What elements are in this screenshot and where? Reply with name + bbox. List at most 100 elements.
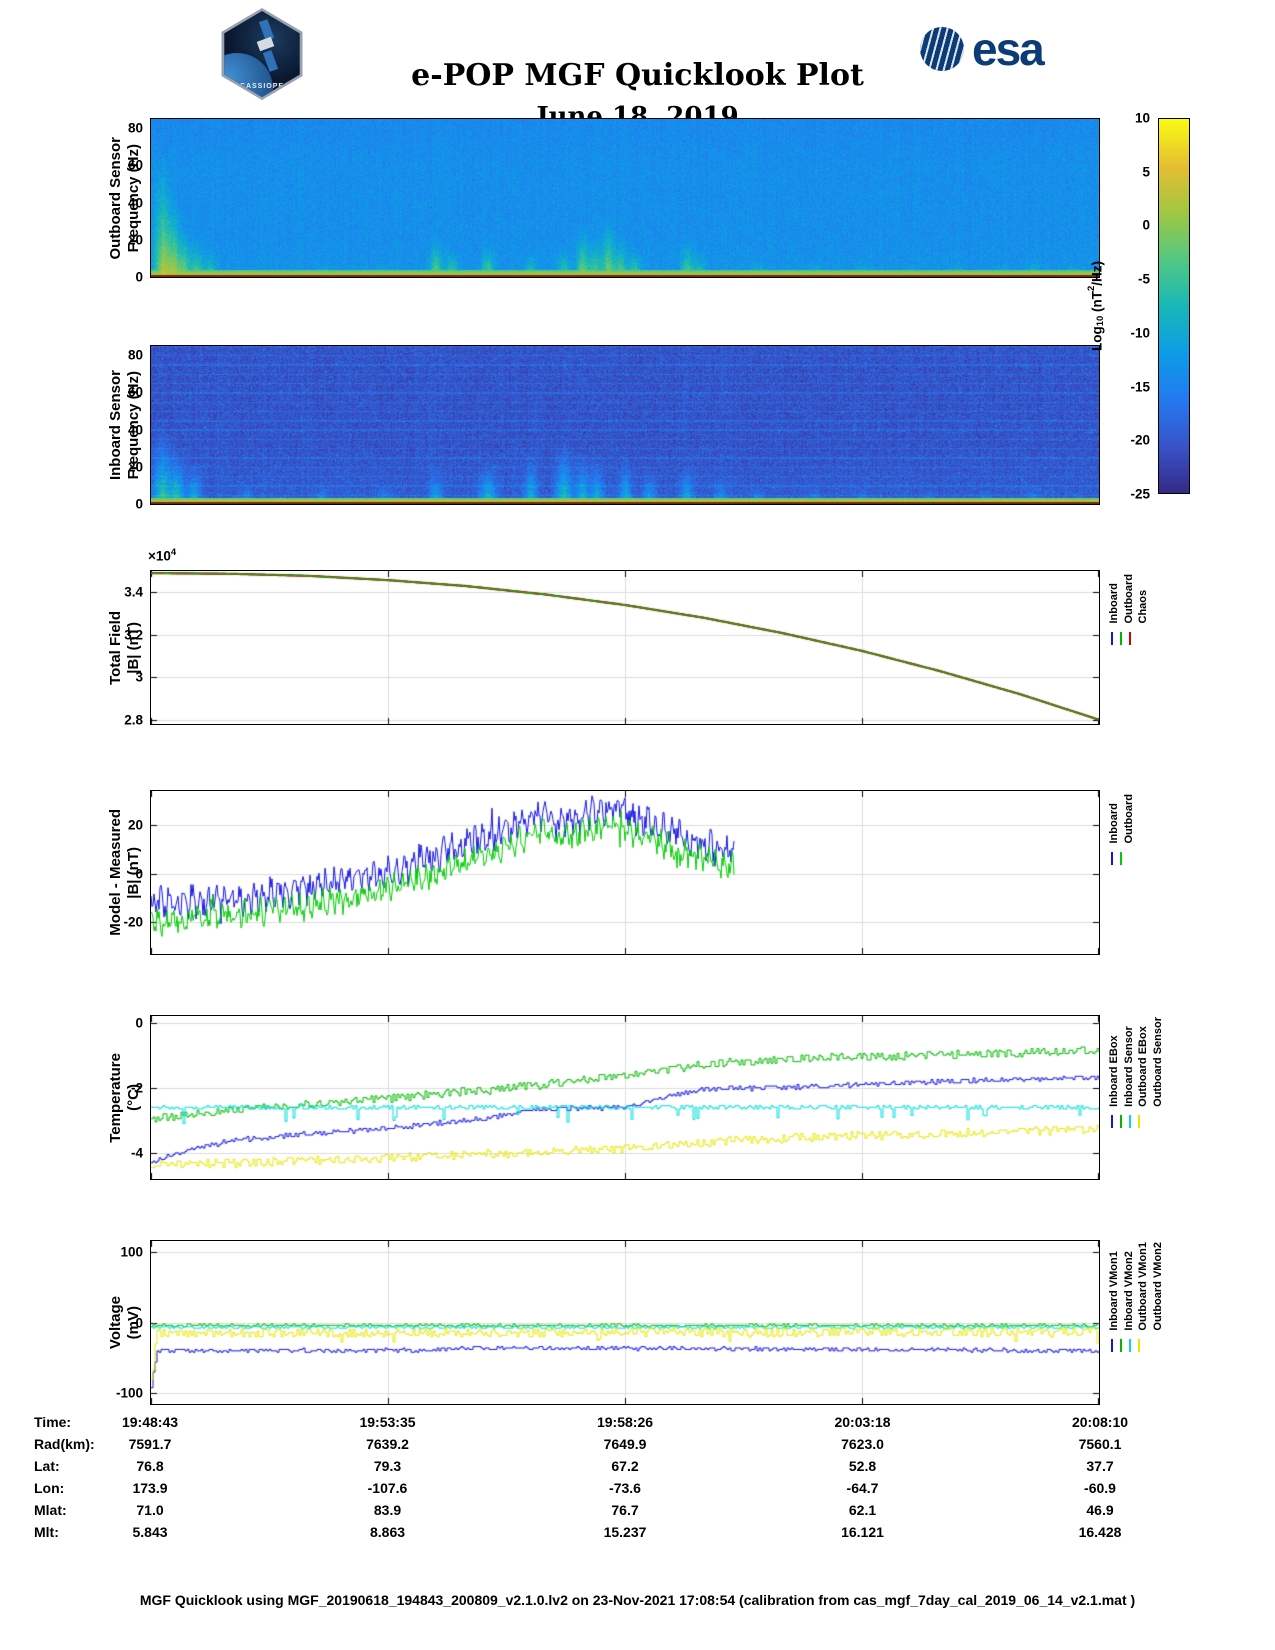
y-tick-label: 40: [127, 422, 143, 438]
y-axis-label-line: Voltage: [106, 1295, 124, 1350]
legend-color-swatch: [1120, 1114, 1122, 1128]
table-cell: -64.7: [846, 1480, 879, 1496]
legend-color-swatch: [1111, 631, 1113, 645]
y-tick-label: 80: [127, 347, 143, 363]
y-tick-label: -100: [115, 1385, 143, 1401]
table-cell: 46.9: [1086, 1502, 1114, 1518]
table-row-label: Time:: [34, 1414, 72, 1430]
table-cell: 7623.0: [841, 1436, 884, 1452]
legend-color-swatch: [1129, 1114, 1131, 1128]
y-tick-label: 20: [127, 817, 143, 833]
y-tick-label: 0: [135, 496, 143, 512]
inboard-spectrogram-panel: 0 20 40 60 80: [128, 345, 1100, 512]
legend-color-swatch: [1138, 1114, 1140, 1128]
footer-note: MGF Quicklook using MGF_20190618_194843_…: [139, 1592, 1136, 1608]
table-cell: -73.6: [609, 1480, 641, 1496]
inboard-spectrogram-canvas: [151, 346, 1099, 504]
table-row-label: Lon:: [34, 1480, 65, 1496]
table-cell: 76.7: [611, 1502, 639, 1518]
total-field-canvas: [151, 571, 1099, 724]
table-cell: 16.428: [1078, 1524, 1122, 1540]
table-cell: 7649.9: [603, 1436, 647, 1452]
legend-voltage: Inboard VMon1 Inboard VMon2 Outboard VMon1…: [1108, 1242, 1174, 1403]
scale-exponent: 4: [170, 547, 177, 558]
colorbar-tick-label: 10: [1134, 110, 1150, 126]
legend-model-measured: Inboard Outboard: [1108, 794, 1174, 955]
table-cell: -60.9: [1084, 1480, 1116, 1496]
y-tick-label: 0: [135, 1315, 143, 1330]
colorbar: [1158, 118, 1190, 494]
table-cell: 19:48:43: [121, 1414, 179, 1430]
y-axis-label-model-measured: Model - Measured |B| (nT): [46, 790, 144, 955]
colorbar-tick-label: -20: [1130, 432, 1150, 448]
y-tick-label: -20: [123, 914, 143, 930]
y-tick-label: 3.4: [124, 584, 143, 600]
mission-patch-label: CASSIOPE: [239, 83, 285, 90]
legend-label: Inboard Sensor: [1122, 1026, 1135, 1107]
esa-globe-icon: [920, 27, 964, 71]
colorbar-label-sup: 2: [1086, 285, 1097, 291]
legend-label: Outboard VMon1: [1137, 1242, 1150, 1331]
legend-label: Chaos: [1137, 589, 1150, 624]
legend-color-swatch: [1111, 1338, 1113, 1352]
y-tick-label: 3: [135, 669, 143, 685]
y-tick-label: 3.2: [124, 627, 143, 643]
table-cell: 20:03:18: [834, 1414, 891, 1430]
legend-label: Outboard Sensor: [1151, 1017, 1164, 1107]
y-tick-label: -2: [130, 1080, 143, 1096]
esa-logo-text: esa: [972, 23, 1045, 75]
table-cell: 71.0: [136, 1502, 164, 1518]
y-axis-scale-annotation: ×104: [148, 547, 176, 564]
model-measured-panel: -20 0 20: [123, 790, 1100, 955]
legend-color-swatch: [1120, 851, 1122, 865]
cassiope-mission-patch: CASSIOPE: [218, 8, 306, 100]
legend-label: Inboard EBox: [1108, 1035, 1120, 1107]
legend-label: Inboard VMon1: [1108, 1251, 1120, 1331]
temperature-panel: -4 -2 0: [131, 1015, 1100, 1180]
table-cell: 19:53:35: [359, 1414, 416, 1430]
satellite-icon: [256, 36, 275, 52]
y-tick-label: 0: [135, 866, 143, 882]
table-cell: 76.8: [136, 1458, 164, 1474]
y-tick-label: 60: [127, 384, 143, 400]
table-cell: 5.843: [132, 1524, 168, 1540]
table-row-label: Lat:: [34, 1458, 60, 1474]
table-cell: 7639.2: [366, 1436, 409, 1452]
total-field-panel: 2.8 3 3.2 3.4: [124, 570, 1100, 727]
y-tick-label: 100: [120, 1244, 143, 1260]
colorbar-tick-label: -10: [1130, 325, 1150, 341]
voltage-canvas: [151, 1241, 1099, 1404]
legend-color-swatch: [1129, 631, 1131, 645]
legend-label: Inboard VMon2: [1122, 1251, 1135, 1331]
table-cell: 7591.7: [128, 1436, 172, 1452]
legend-label: Outboard: [1122, 794, 1135, 844]
colorbar-tick-label: -5: [1137, 271, 1150, 287]
legend-color-swatch: [1111, 851, 1113, 865]
y-axis-label-temperature: Temperature (°C): [46, 1015, 144, 1180]
legend-label: Outboard: [1122, 574, 1135, 624]
table-row-label: Mlat:: [34, 1502, 67, 1518]
table-cell: 67.2: [611, 1458, 639, 1474]
table-cell: 7560.1: [1078, 1436, 1122, 1452]
table-cell: 83.9: [373, 1502, 402, 1518]
colorbar-tick-label: -15: [1130, 379, 1150, 395]
temperature-canvas: [151, 1016, 1099, 1179]
esa-logo: esa: [920, 23, 1045, 75]
colorbar-tick-label: 0: [1142, 217, 1150, 233]
table-cell: 52.8: [848, 1458, 877, 1474]
outboard-spectrogram-canvas: [151, 119, 1099, 277]
y-axis-label-line: Total Field: [106, 610, 124, 685]
table-row-label: Rad(km):: [34, 1436, 95, 1452]
voltage-panel: -100 0 100: [116, 1240, 1100, 1405]
table-cell: 19:58:26: [596, 1414, 654, 1430]
y-tick-label: 20: [127, 459, 143, 475]
colorbar-tick-label: 5: [1142, 164, 1150, 180]
y-tick-label: 0: [135, 1015, 143, 1031]
y-tick-label: 20: [127, 232, 143, 248]
y-axis-label-line: Temperature: [106, 1052, 124, 1143]
legend-color-swatch: [1138, 1338, 1140, 1352]
table-cell: -107.6: [367, 1480, 408, 1496]
legend-total-field: Inboard Outboard Chaos: [1108, 574, 1174, 725]
table-cell: 20:08:10: [1071, 1414, 1129, 1430]
